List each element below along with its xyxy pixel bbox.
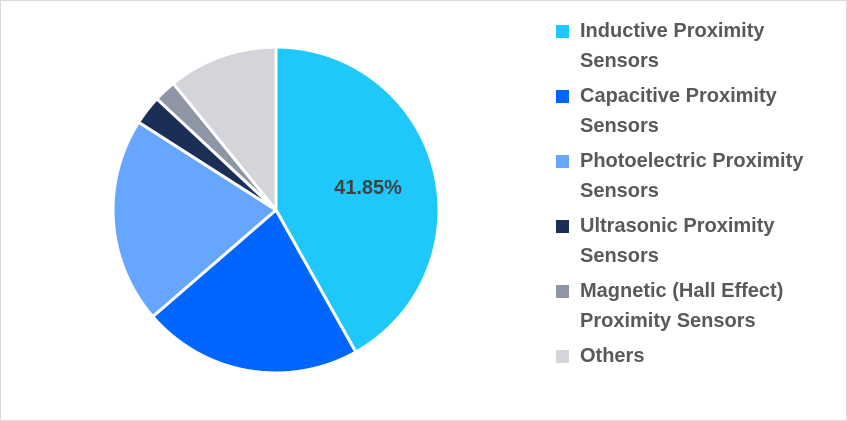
legend-label: Photoelectric Proximity Sensors	[580, 150, 804, 202]
legend-swatch-icon	[556, 90, 569, 103]
legend-item-capacitive: Capacitive Proximity Sensors	[556, 81, 846, 141]
pie-chart: 41.85%	[111, 45, 441, 375]
legend-label: Inductive Proximity Sensors	[580, 20, 765, 72]
pie-slice-6	[171, 45, 278, 212]
legend-item-inductive: Inductive Proximity Sensors	[556, 16, 846, 76]
legend-item-ultrasonic: Ultrasonic Proximity Sensors	[556, 211, 846, 271]
legend-item-photoelectric: Photoelectric Proximity Sensors	[556, 146, 846, 206]
legend-swatch-icon	[556, 25, 569, 38]
pie-slice-2	[151, 208, 358, 375]
legend-swatch-icon	[556, 350, 569, 363]
legend-swatch-icon	[556, 285, 569, 298]
pie-slice-1	[274, 45, 441, 354]
legend-swatch-icon	[556, 155, 569, 168]
legend-swatch-icon	[556, 220, 569, 233]
legend-item-magnetic: Magnetic (Hall Effect) Proximity Sensors	[556, 276, 846, 336]
legend-label: Magnetic (Hall Effect) Proximity Sensors	[580, 280, 784, 332]
pie-slice-3	[111, 120, 278, 319]
legend-label: Capacitive Proximity Sensors	[580, 85, 777, 137]
legend-label: Ultrasonic Proximity Sensors	[580, 215, 775, 267]
legend-label: Others	[580, 345, 645, 367]
chart-legend: Inductive Proximity Sensors Capacitive P…	[556, 16, 846, 376]
slice-data-label: 41.85%	[334, 177, 402, 199]
legend-item-others: Others	[556, 341, 846, 371]
